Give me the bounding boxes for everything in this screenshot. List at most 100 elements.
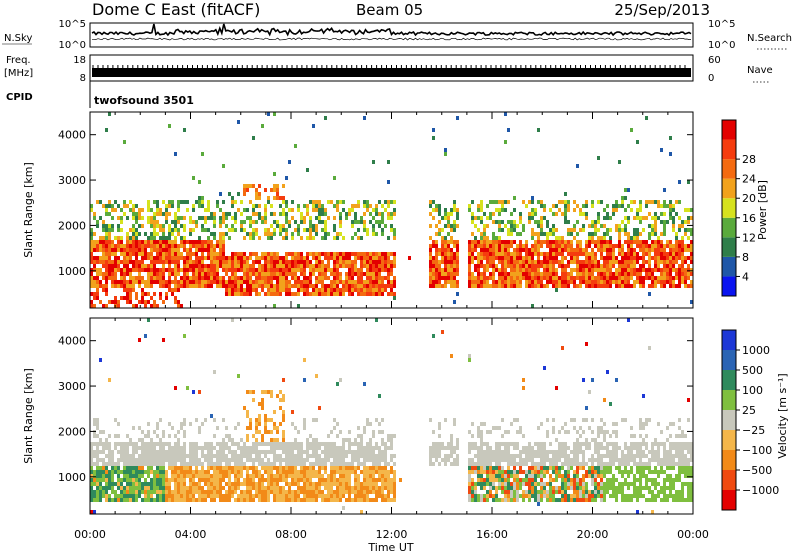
heatmap-cell xyxy=(645,272,648,276)
heatmap-cell xyxy=(339,470,342,474)
heatmap-cell xyxy=(186,474,189,478)
heatmap-cell xyxy=(456,240,459,244)
heatmap-cell xyxy=(675,236,678,240)
heatmap-cell xyxy=(201,272,204,276)
heatmap-cell xyxy=(267,490,270,494)
heatmap-cell xyxy=(201,462,204,466)
heatmap-cell xyxy=(282,494,285,498)
heatmap-cell xyxy=(519,216,522,220)
heatmap-cell xyxy=(435,260,438,264)
heatmap-cell xyxy=(183,490,186,494)
heatmap-cell xyxy=(246,232,249,236)
heatmap-cell xyxy=(273,256,276,260)
heatmap-cell xyxy=(291,482,294,486)
heatmap-cell xyxy=(603,272,606,276)
heatmap-cell xyxy=(567,220,570,224)
heatmap-cell xyxy=(249,284,252,288)
heatmap-cell xyxy=(126,260,129,264)
heatmap-cell xyxy=(213,260,216,264)
heatmap-cell xyxy=(237,462,240,466)
heatmap-cell xyxy=(276,264,279,268)
heatmap-cell xyxy=(189,280,192,284)
heatmap-cell xyxy=(384,446,387,450)
heatmap-cell xyxy=(276,288,279,292)
heatmap-cell xyxy=(378,288,381,292)
heatmap-cell xyxy=(174,498,177,502)
heatmap-cell xyxy=(279,486,282,490)
heatmap-cell xyxy=(339,220,342,224)
heatmap-cell xyxy=(546,268,549,272)
heatmap-cell xyxy=(174,220,177,224)
heatmap-cell xyxy=(447,264,450,268)
heatmap-cell xyxy=(225,442,228,446)
heatmap-cell xyxy=(363,430,366,434)
y-tick-label: 2000 xyxy=(58,219,86,232)
heatmap-cell xyxy=(378,446,381,450)
heatmap-cell xyxy=(330,280,333,284)
heatmap-cell xyxy=(126,236,129,240)
heatmap-cell xyxy=(303,288,306,292)
heatmap-cell xyxy=(483,450,486,454)
heatmap-cell xyxy=(147,204,150,208)
heatmap-cell xyxy=(147,490,150,494)
heatmap-cell xyxy=(594,284,597,288)
heatmap-cell xyxy=(366,256,369,260)
heatmap-cell xyxy=(258,494,261,498)
heatmap-cell xyxy=(219,486,222,490)
heatmap-cell xyxy=(453,284,456,288)
heatmap-cell xyxy=(687,248,690,252)
heatmap-cell xyxy=(234,284,237,288)
heatmap-cell xyxy=(333,474,336,478)
heatmap-cell xyxy=(498,248,501,252)
heatmap-cell xyxy=(237,446,240,450)
heatmap-cell xyxy=(621,280,624,284)
heatmap-cell xyxy=(492,450,495,454)
heatmap-cell xyxy=(528,276,531,280)
heatmap-cell xyxy=(600,236,603,240)
heatmap-cell xyxy=(174,216,177,220)
heatmap-cell xyxy=(660,212,663,216)
heatmap-cell xyxy=(300,458,303,462)
heatmap-cell xyxy=(252,482,255,486)
heatmap-cell xyxy=(501,248,504,252)
heatmap-cell xyxy=(627,268,630,272)
heatmap-cell xyxy=(123,288,126,292)
heatmap-cell xyxy=(618,248,621,252)
freq-tick-top: 18 xyxy=(73,55,86,66)
heatmap-cell xyxy=(600,256,603,260)
heatmap-cell xyxy=(153,498,156,502)
heatmap-cell xyxy=(531,212,534,216)
heatmap-cell xyxy=(228,482,231,486)
heatmap-cell xyxy=(240,470,243,474)
heatmap-cell xyxy=(324,482,327,486)
heatmap-cell xyxy=(354,474,357,478)
heatmap-cell xyxy=(474,498,477,502)
heatmap-cell xyxy=(444,216,447,220)
heatmap-cell xyxy=(225,284,228,288)
heatmap-cell xyxy=(288,482,291,486)
heatmap-cell xyxy=(450,264,453,268)
heatmap-cell xyxy=(135,498,138,502)
heatmap-cell xyxy=(264,188,267,192)
heatmap-cell xyxy=(498,478,501,482)
heatmap-cell xyxy=(159,458,162,462)
heatmap-cell xyxy=(609,216,612,220)
heatmap-cell xyxy=(309,292,312,296)
heatmap-cell xyxy=(96,490,99,494)
heatmap-cell xyxy=(159,438,162,442)
heatmap-cell xyxy=(129,236,132,240)
heatmap-cell xyxy=(189,474,192,478)
heatmap-cell xyxy=(90,236,93,240)
heatmap-cell xyxy=(294,494,297,498)
heatmap-cell xyxy=(102,462,105,466)
heatmap-cell xyxy=(498,454,501,458)
heatmap-cell xyxy=(375,212,378,216)
heatmap-cell xyxy=(198,244,201,248)
heatmap-cell xyxy=(351,458,354,462)
heatmap-cell xyxy=(324,276,327,280)
heatmap-cell xyxy=(504,430,507,434)
heatmap-cell xyxy=(204,280,207,284)
heatmap-cell xyxy=(135,494,138,498)
heatmap-cell xyxy=(672,216,675,220)
heatmap-cell xyxy=(513,196,516,200)
